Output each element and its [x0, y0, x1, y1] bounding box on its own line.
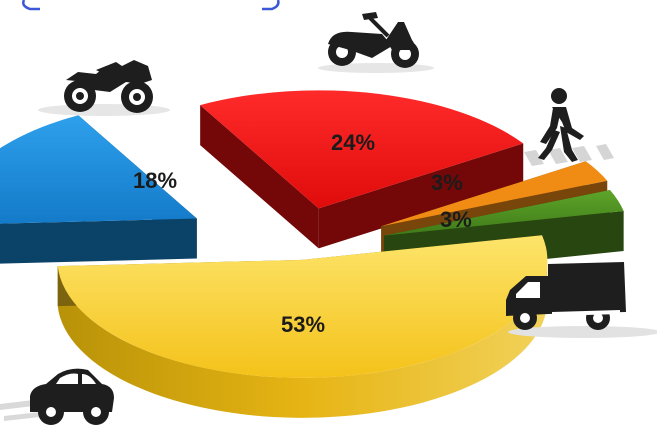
truck-icon [506, 262, 657, 338]
pie-slice-labels: 53% 18% 24% 3% 3% [133, 130, 472, 337]
top-bracket-fragment [22, 0, 40, 11]
pie-slice-car-top [57, 235, 548, 378]
pie-slice-scooter-cut-face [200, 105, 319, 249]
slice-label-truck: 3% [440, 207, 472, 232]
pie-slice-car [57, 235, 548, 418]
top-bracket-fragment-right [262, 0, 280, 11]
pie-slice-car-side [57, 259, 548, 418]
motorcycle-icon [38, 60, 170, 116]
slice-label-pedestrian: 3% [431, 170, 463, 195]
pie-slice-motorcycle-top [0, 115, 197, 224]
slice-label-car: 53% [281, 312, 325, 337]
pie-slice-scooter-top [200, 90, 524, 209]
pie-slices [0, 90, 624, 418]
car-icon [0, 368, 114, 425]
pie-slice-truck-top [383, 190, 624, 236]
pie-slice-motorcycle [0, 115, 197, 264]
pie-slice-pedestrian-top [381, 161, 608, 227]
pie-slice-scooter [200, 90, 524, 249]
slice-label-motorcycle: 18% [133, 168, 177, 193]
scooter-icon [318, 12, 434, 73]
pedestrian-icon [524, 88, 614, 166]
pie-slice-motorcycle-cut-face [0, 218, 197, 264]
slice-label-scooter: 24% [331, 130, 375, 155]
pie-slice-scooter-cut-face [318, 143, 524, 249]
